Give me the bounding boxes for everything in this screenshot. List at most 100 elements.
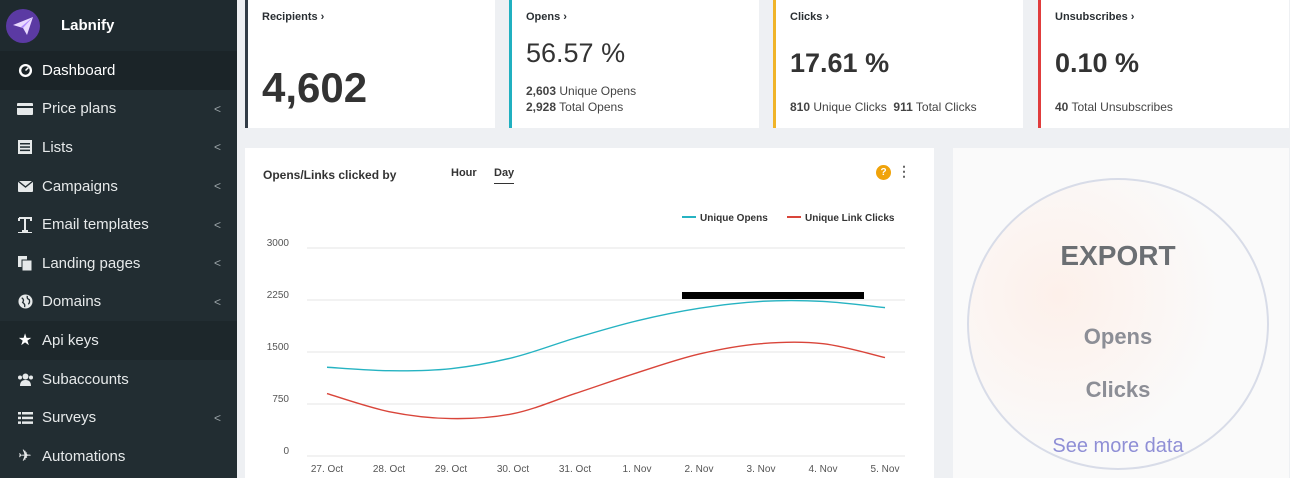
sidebar-item-email-templates[interactable]: Email templates < bbox=[0, 205, 237, 244]
envelope-icon bbox=[16, 177, 34, 195]
sidebar-item-surveys[interactable]: Surveys < bbox=[0, 398, 237, 437]
sidebar-item-label: Surveys bbox=[42, 409, 97, 427]
chart-title: Opens/Links clicked by bbox=[263, 168, 397, 182]
sidebar-item-label: Api keys bbox=[42, 331, 99, 349]
unique-opens-label: Unique Opens bbox=[559, 84, 637, 98]
sidebar-item-label: Subaccounts bbox=[42, 370, 129, 388]
total-opens-label: Total Opens bbox=[559, 100, 624, 114]
chevron-left-icon: < bbox=[213, 294, 221, 309]
redaction-bar bbox=[682, 292, 864, 299]
dashboard-icon bbox=[16, 61, 34, 79]
recipients-value: 4,602 bbox=[262, 64, 368, 111]
legend-label: Unique Link Clicks bbox=[805, 213, 895, 224]
sidebar-item-campaigns[interactable]: Campaigns < bbox=[0, 167, 237, 206]
export-opens[interactable]: Opens bbox=[1083, 324, 1153, 349]
see-more-data-link[interactable]: See more data bbox=[1052, 435, 1184, 457]
sidebar-item-api-keys[interactable]: ★ Api keys bbox=[0, 321, 237, 360]
x-tick-label: 28. Oct bbox=[373, 464, 405, 475]
total-clicks-label: Total Clicks bbox=[915, 100, 977, 114]
clicks-title[interactable]: Clicks › bbox=[790, 11, 830, 23]
y-tick-label: 0 bbox=[283, 446, 289, 457]
sidebar-item-subaccounts[interactable]: Subaccounts bbox=[0, 360, 237, 399]
unsubscribes-card[interactable]: Unsubscribes › 0.10 % 40 Total Unsubscri… bbox=[1038, 0, 1289, 128]
export-card: EXPORT Opens Clicks See more data bbox=[953, 148, 1289, 478]
opens-value: 56.57 % bbox=[526, 38, 626, 68]
series-line-unique-link-clicks bbox=[326, 341, 886, 420]
y-tick-label: 2250 bbox=[267, 290, 290, 301]
sidebar-item-price-plans[interactable]: Price plans < bbox=[0, 90, 237, 129]
sidebar-item-label: Price plans bbox=[42, 100, 117, 118]
paper-plane-logo-icon bbox=[6, 8, 40, 43]
opens-card[interactable]: Opens › 56.57 % 2,603 Unique Opens 2,928… bbox=[509, 0, 759, 128]
chart-card: Opens/Links clicked by Hour Day ? ⋮ 0 750… bbox=[245, 148, 934, 478]
sidebar-item-domains[interactable]: Domains < bbox=[0, 283, 237, 322]
total-opens: 2,928 Total Opens bbox=[526, 100, 623, 114]
total-unsubscribes-label: Total Unsubscribes bbox=[1071, 100, 1173, 114]
chevron-left-icon: < bbox=[213, 179, 221, 194]
main-content: Recipients › 4,602 Opens › 56.57 % 2,603… bbox=[237, 0, 1290, 478]
sidebar-item-dashboard[interactable]: Dashboard bbox=[0, 51, 237, 90]
total-unsubscribes: 40 Total Unsubscribes bbox=[1055, 100, 1173, 114]
tab-hour[interactable]: Hour bbox=[451, 167, 477, 179]
x-tick-label: 4. Nov bbox=[809, 464, 838, 475]
sidebar-item-label: Domains bbox=[42, 293, 102, 311]
x-tick-label: 3. Nov bbox=[747, 464, 776, 475]
clicks-card[interactable]: Clicks › 17.61 % 810 Unique Clicks 911 T… bbox=[773, 0, 1023, 128]
chevron-left-icon: < bbox=[213, 217, 221, 232]
credit-card-icon bbox=[16, 100, 34, 118]
clicks-value: 17.61 % bbox=[790, 48, 890, 78]
sidebar-item-label: Campaigns bbox=[42, 177, 118, 195]
x-tick-label: 31. Oct bbox=[559, 464, 591, 475]
text-icon bbox=[16, 216, 34, 234]
users-icon bbox=[16, 370, 34, 388]
y-tick-label: 1500 bbox=[267, 342, 290, 353]
recipients-card[interactable]: Recipients › 4,602 bbox=[245, 0, 495, 128]
globe-icon bbox=[16, 293, 34, 311]
unique-opens: 2,603 Unique Opens bbox=[526, 84, 636, 98]
help-icon[interactable]: ? bbox=[876, 165, 891, 180]
total-clicks-number: 911 bbox=[893, 100, 913, 114]
unsubscribes-title[interactable]: Unsubscribes › bbox=[1055, 11, 1135, 23]
chevron-left-icon: < bbox=[213, 256, 221, 271]
unsubscribes-value: 0.10 % bbox=[1055, 48, 1140, 78]
x-tick-label: 2. Nov bbox=[685, 464, 714, 475]
opens-title[interactable]: Opens › bbox=[526, 11, 567, 23]
total-unsubscribes-number: 40 bbox=[1055, 100, 1069, 114]
sidebar-item-landing-pages[interactable]: Landing pages < bbox=[0, 244, 237, 283]
x-tick-label: 29. Oct bbox=[435, 464, 467, 475]
sidebar: Labnify Dashboard Price plans < Lists < … bbox=[0, 0, 237, 478]
sidebar-item-lists[interactable]: Lists < bbox=[0, 128, 237, 167]
y-tick-label: 3000 bbox=[267, 238, 290, 249]
sidebar-item-label: Automations bbox=[42, 447, 126, 465]
export-title[interactable]: EXPORT bbox=[1060, 240, 1176, 271]
sidebar-item-automations[interactable]: ✈ Automations bbox=[0, 437, 237, 476]
x-tick-label: 30. Oct bbox=[497, 464, 529, 475]
series-line-unique-opens bbox=[326, 299, 886, 372]
chevron-left-icon: < bbox=[213, 410, 221, 425]
x-tick-label: 27. Oct bbox=[311, 464, 343, 475]
export-clicks[interactable]: Clicks bbox=[1085, 377, 1151, 402]
recipients-title[interactable]: Recipients › bbox=[262, 11, 325, 23]
sidebar-item-label: Landing pages bbox=[42, 254, 141, 272]
opens-clicks-chart: 0 750 1500 2250 3000 27. Oct 28. Oct 29. Oct 30.… bbox=[267, 213, 905, 475]
sidebar-item-label: Dashboard bbox=[42, 61, 116, 79]
sidebar-item-label: Email templates bbox=[42, 216, 149, 234]
chevron-left-icon: < bbox=[213, 101, 221, 116]
tab-day[interactable]: Day bbox=[494, 167, 515, 184]
export-circle[interactable]: EXPORT Opens Clicks See more data bbox=[967, 178, 1269, 470]
legend-label: Unique Opens bbox=[700, 213, 768, 224]
brand[interactable]: Labnify bbox=[0, 0, 237, 51]
pages-icon bbox=[16, 254, 34, 272]
brand-name: Labnify bbox=[61, 17, 115, 34]
chevron-left-icon: < bbox=[213, 140, 221, 155]
sidebar-item-label: Lists bbox=[42, 138, 73, 156]
x-tick-label: 1. Nov bbox=[623, 464, 652, 475]
list-lines-icon bbox=[16, 409, 34, 427]
star-icon: ★ bbox=[17, 332, 33, 350]
sidebar-nav: Dashboard Price plans < Lists < Campaign… bbox=[0, 51, 237, 476]
kebab-menu-icon[interactable]: ⋮ bbox=[897, 163, 911, 179]
unique-clicks-label: Unique Clicks bbox=[813, 100, 887, 114]
x-tick-label: 5. Nov bbox=[871, 464, 900, 475]
unique-clicks-number: 810 bbox=[790, 100, 811, 114]
total-opens-number: 2,928 bbox=[526, 100, 557, 114]
